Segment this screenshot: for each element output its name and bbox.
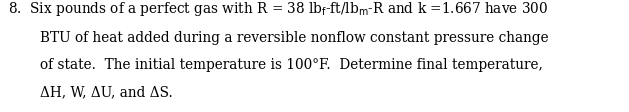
Text: BTU of heat added during a reversible nonflow constant pressure change: BTU of heat added during a reversible no…	[40, 31, 548, 45]
Text: of state.  The initial temperature is 100°F.  Determine final temperature,: of state. The initial temperature is 100…	[40, 57, 543, 71]
Text: 8.  Six pounds of a perfect gas with R = 38 lb$_{\rm f}$-ft/lb$_{\rm m}$-R and k: 8. Six pounds of a perfect gas with R = …	[8, 0, 548, 18]
Text: ΔH, W, ΔU, and ΔS.: ΔH, W, ΔU, and ΔS.	[40, 84, 173, 98]
